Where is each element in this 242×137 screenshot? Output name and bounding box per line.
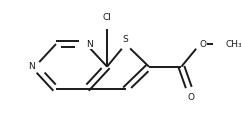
Text: S: S [123,35,129,44]
Text: N: N [86,40,93,49]
Text: Cl: Cl [103,12,112,22]
Text: O: O [200,40,207,49]
Text: CH₃: CH₃ [226,40,242,49]
Text: O: O [187,93,194,102]
Text: N: N [28,62,35,71]
